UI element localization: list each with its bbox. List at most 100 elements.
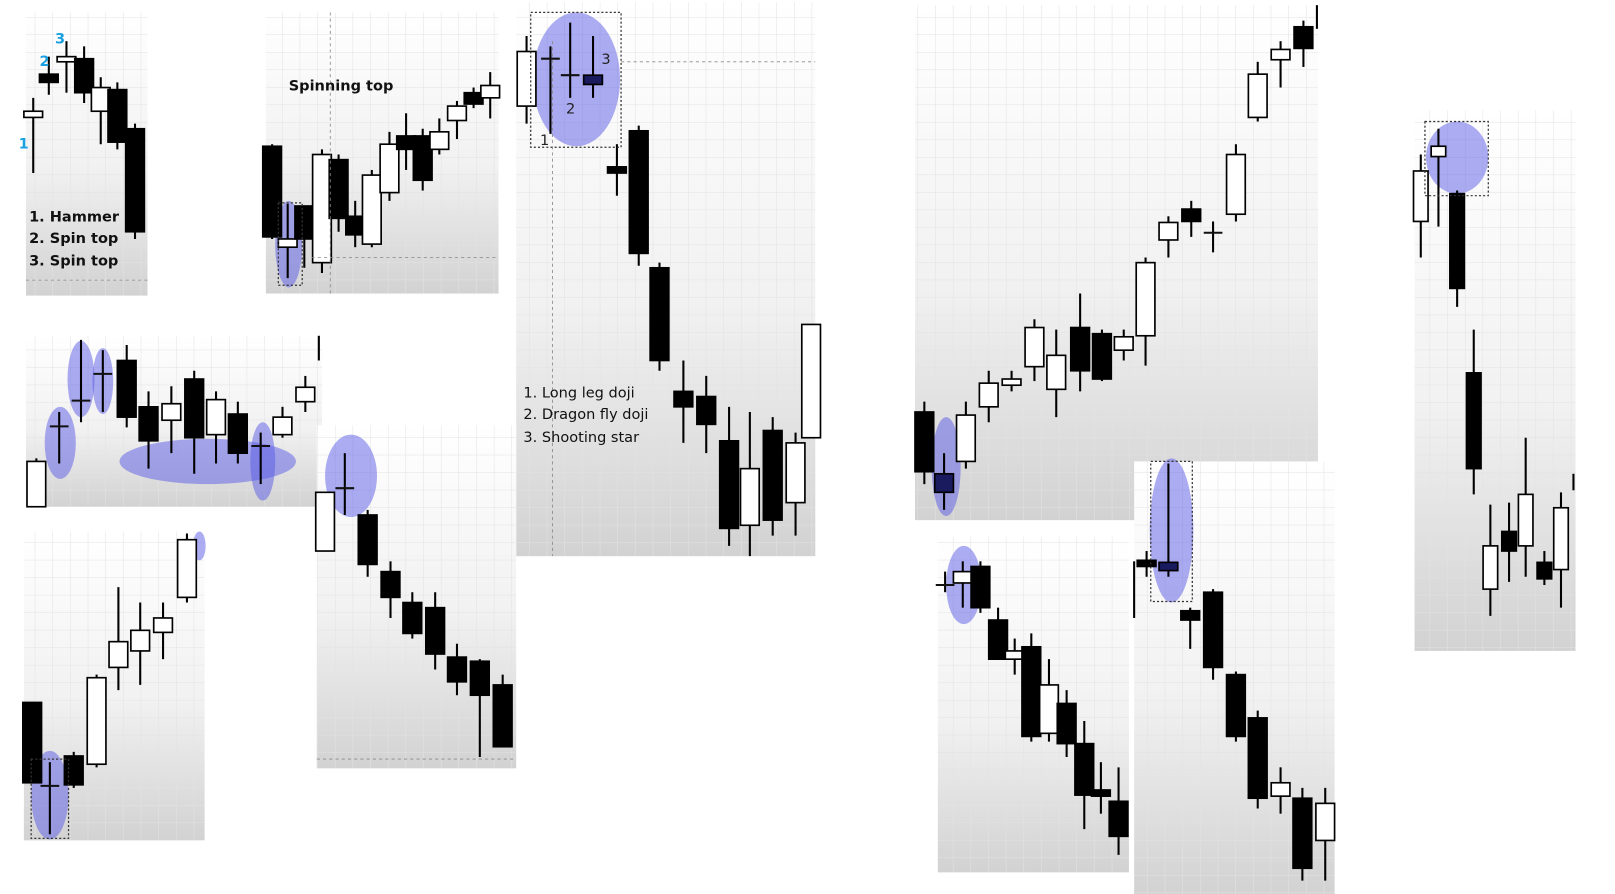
candle-body — [1293, 25, 1314, 50]
candle-body — [73, 57, 95, 94]
candle-body — [1202, 591, 1224, 669]
candle-body — [138, 406, 159, 442]
marker-label: 3 — [55, 31, 65, 47]
candle-body — [1247, 717, 1268, 800]
candle-body — [107, 88, 128, 143]
candle-body — [1091, 332, 1113, 380]
selection-box — [530, 11, 622, 148]
candle-body — [1225, 673, 1247, 738]
candle-body — [1465, 372, 1482, 470]
legend-text: 1. Hammer — [29, 209, 120, 225]
candle-body — [1270, 781, 1291, 797]
candle-body — [1136, 559, 1157, 568]
candle-body — [357, 514, 378, 566]
candle-body — [379, 143, 400, 194]
candle-body — [1517, 493, 1534, 547]
candle-body — [582, 74, 604, 86]
candle-body — [277, 238, 298, 249]
candle-body — [402, 601, 423, 635]
candle-body — [22, 701, 43, 784]
candle-body — [1270, 48, 1291, 61]
candle-body — [1069, 326, 1091, 372]
marker-label: 1 — [540, 133, 549, 149]
candle-body — [294, 205, 315, 240]
highlight — [532, 12, 621, 147]
candle-body — [205, 398, 227, 436]
candle-body — [23, 110, 44, 119]
legend-text: 3. Shooting star — [523, 430, 639, 446]
candle-body — [152, 617, 174, 634]
marker-label: 3 — [601, 52, 610, 68]
panel-title: Spinning top — [289, 79, 394, 95]
highlight — [325, 434, 378, 518]
candle-body — [1247, 73, 1268, 119]
candle-body — [1024, 326, 1045, 368]
candle-body — [1108, 800, 1129, 838]
candle-body — [1225, 153, 1247, 216]
candle-body — [86, 676, 107, 766]
candle-body — [1074, 742, 1095, 796]
candle-body — [1056, 702, 1077, 745]
candle-body — [970, 565, 991, 609]
marker-label: 2 — [566, 101, 575, 117]
candle-body — [1482, 545, 1499, 590]
candle-body — [1181, 208, 1202, 223]
candle-body — [124, 127, 146, 233]
candle-body — [1500, 530, 1518, 552]
candle-body — [516, 50, 537, 107]
candle-body — [108, 640, 129, 669]
candle-body — [987, 619, 1009, 660]
highlight — [250, 422, 276, 501]
candle-body — [955, 414, 977, 463]
candle-body — [492, 684, 513, 748]
candle-body — [1315, 802, 1336, 842]
selection-box — [1424, 120, 1489, 197]
marker-label: 2 — [39, 54, 49, 70]
candle-body — [1430, 145, 1447, 158]
candle-body — [1113, 335, 1134, 352]
candle-body — [469, 660, 491, 697]
candle-body — [1158, 561, 1179, 572]
candle-body — [952, 570, 973, 584]
candle-body — [933, 472, 955, 494]
selection-box — [30, 758, 70, 840]
highlight — [1425, 121, 1489, 194]
candle-body — [26, 460, 47, 508]
candle-body — [227, 413, 249, 455]
candle-body — [272, 416, 293, 436]
candle-body — [429, 131, 450, 151]
candle-body — [1449, 192, 1466, 290]
candle-body — [739, 467, 761, 527]
selection-box — [1150, 460, 1193, 603]
candle-body — [1001, 378, 1022, 387]
candle-body — [978, 382, 999, 408]
candle-body — [314, 491, 336, 552]
candle-body — [1038, 684, 1060, 735]
candle-body — [412, 135, 433, 182]
candle-body — [1180, 609, 1201, 621]
legend-text: 2. Spin top — [29, 231, 118, 247]
candle-body — [649, 266, 670, 362]
legend-text: 2. Dragon fly doji — [523, 407, 648, 423]
candle-body — [56, 55, 77, 63]
candle-body — [176, 538, 198, 599]
candle-body — [116, 359, 137, 418]
candle-body — [130, 629, 151, 652]
candle-body — [914, 411, 935, 473]
legend-text: 1. Long leg doji — [523, 386, 634, 402]
selection-box — [277, 202, 303, 286]
candle-body — [673, 390, 694, 408]
candle-body — [800, 323, 822, 439]
candle-body — [696, 395, 717, 426]
candle-body — [1135, 261, 1156, 337]
candle-body — [184, 378, 205, 439]
candle-body — [480, 84, 501, 99]
candle-body — [1536, 561, 1553, 580]
candle-body — [1090, 789, 1112, 797]
candle-body — [1021, 645, 1042, 738]
candle-body — [295, 386, 316, 403]
candle-body — [446, 105, 468, 122]
marker-label: 1 — [19, 136, 29, 152]
